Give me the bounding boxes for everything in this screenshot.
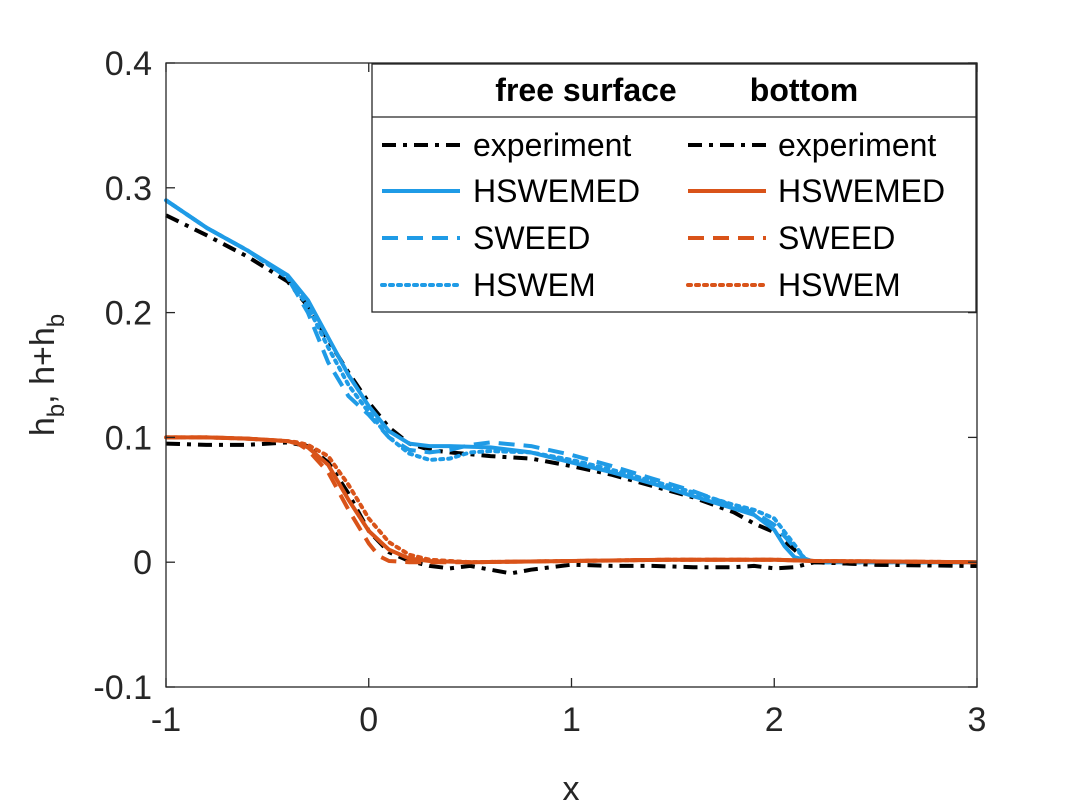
y-axis-label-main: h [24, 417, 62, 436]
x-tick-label: -1 [151, 701, 181, 739]
legend-label-bottom-sweed: SWEED [778, 220, 895, 256]
series-free-surface-hswemed [164, 198, 977, 565]
x-tick-label: 0 [359, 701, 378, 739]
y-tick-label: 0.3 [105, 170, 152, 208]
y-axis-label-mid: , h+h [24, 327, 62, 404]
y-tick-label: -0.1 [93, 669, 152, 707]
legend-label-free-surface-hswemed: HSWEMED [473, 173, 640, 209]
x-axis-label: x [563, 770, 580, 808]
series-bottom-hswem [164, 435, 979, 565]
legend-label-free-surface-experiment: experiment [473, 127, 631, 163]
series-free-surface-sweed [164, 198, 977, 565]
y-tick-label: 0.1 [105, 419, 152, 457]
x-tick-label: 3 [968, 701, 987, 739]
y-tick-label: 0 [133, 544, 152, 582]
legend-header-free-surface: free surface [495, 72, 676, 108]
legend-header-bottom: bottom [750, 72, 858, 108]
legend-label-free-surface-hswem: HSWEM [473, 267, 596, 303]
y-tick-label: 0.2 [105, 295, 152, 333]
x-tick-label: 1 [562, 701, 581, 739]
series-free-surface-experiment [165, 213, 978, 568]
legend: free surface bottom experiment HSWEMED SWE… [371, 63, 977, 313]
y-tick-label: 0.4 [105, 45, 152, 83]
legend-label-bottom-hswemed: HSWEMED [778, 173, 945, 209]
y-axis-label: hb, h+hb [24, 314, 70, 436]
x-tick-label: 2 [765, 701, 784, 739]
legend-label-bottom-experiment: experiment [778, 127, 936, 163]
y-axis-label-sub1: b [43, 404, 70, 417]
legend-label-bottom-hswem: HSWEM [778, 267, 901, 303]
y-axis-label-sub2: b [43, 314, 70, 327]
series-layer [164, 198, 979, 576]
legend-label-free-surface-sweed: SWEED [473, 220, 590, 256]
legend-box [371, 63, 977, 313]
tick-labels: -1 0 1 2 3 -0.1 0 0.1 0.2 0.3 0.4 [93, 45, 986, 739]
legend-entries: experiment HSWEMED SWEED HSWEM experiment HSW… [380, 127, 945, 303]
series-free-surface-hswem [164, 198, 979, 565]
